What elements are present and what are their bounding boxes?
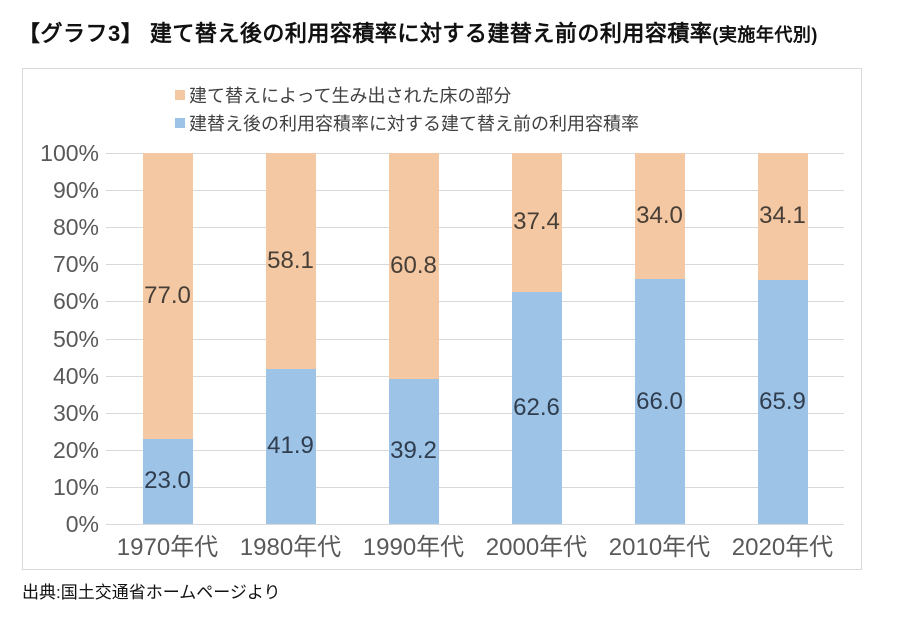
y-axis-tick-label: 40% [52, 362, 99, 389]
bar-value-label: 39.2 [390, 437, 437, 465]
gridline [106, 375, 844, 377]
gridline [106, 190, 844, 192]
gridline [106, 486, 844, 488]
legend-item: 建替え後の利用容積率に対する建て替え前の利用容積率 [175, 109, 639, 137]
y-axis-tick-label: 10% [52, 473, 99, 500]
x-axis-category-label: 2020年代 [731, 534, 834, 561]
y-axis-tick-label: 50% [52, 325, 99, 352]
y-axis-tick-label: 80% [52, 214, 99, 241]
bar-segment-created-floor [265, 153, 316, 369]
bar-segment-before-ratio [388, 378, 439, 524]
gridline [106, 412, 844, 414]
page-title: 【グラフ3】 建て替え後の利用容積率に対する建替え前の利用容積率(実施年代別) [18, 16, 818, 48]
legend-swatch [175, 90, 185, 100]
y-axis-tick-label: 100% [40, 140, 99, 166]
bar-value-label: 34.0 [636, 202, 683, 230]
y-axis-tick-label: 70% [52, 251, 99, 278]
x-axis-category-label: 2000年代 [485, 534, 588, 561]
bar-value-label: 23.0 [144, 467, 191, 495]
x-axis-category-label: 1970年代 [116, 534, 219, 561]
y-axis-tick-label: 90% [52, 177, 99, 204]
chart-legend: 建て替えによって生み出された床の部分建替え後の利用容積率に対する建て替え前の利用… [175, 81, 639, 137]
gridline [106, 338, 844, 340]
bar-segment-before-ratio [634, 279, 685, 524]
x-axis-category-label: 2010年代 [608, 534, 711, 561]
gridline [106, 227, 844, 229]
bar-segment-before-ratio [265, 368, 316, 524]
bar-segment-created-floor [388, 153, 439, 379]
bar-segment-created-floor [142, 153, 193, 439]
legend-label: 建て替えによって生み出された床の部分 [189, 86, 512, 106]
bar-segment-before-ratio [142, 438, 193, 524]
y-axis-tick-label: 20% [52, 436, 99, 463]
gridline [106, 264, 844, 266]
gridline [106, 301, 844, 303]
chart: 建て替えによって生み出された床の部分建替え後の利用容積率に対する建て替え前の利用… [22, 68, 862, 570]
bar-value-label: 60.8 [390, 251, 437, 279]
bar-value-label: 62.6 [513, 393, 560, 421]
y-axis-tick-label: 30% [52, 399, 99, 426]
bar-value-label: 58.1 [267, 246, 314, 274]
title-main: 建て替え後の利用容積率に対する建替え前の利用容積率 [143, 21, 713, 46]
bar-segment-created-floor [634, 153, 685, 280]
bar-value-label: 66.0 [636, 387, 683, 415]
bar-segment-created-floor [511, 153, 562, 292]
bar-segment-before-ratio [757, 279, 808, 524]
legend-item: 建て替えによって生み出された床の部分 [175, 81, 639, 109]
legend-swatch [175, 118, 185, 128]
bar-value-label: 37.4 [513, 208, 560, 236]
y-axis-tick-label: 0% [65, 511, 99, 537]
source-note: 出典:国土交通省ホームページより [22, 583, 281, 602]
legend-label: 建替え後の利用容積率に対する建て替え前の利用容積率 [189, 114, 639, 134]
x-axis-category-label: 1990年代 [362, 534, 465, 561]
bar-value-label: 65.9 [759, 387, 806, 415]
title-suffix: (実施年代別) [712, 25, 818, 45]
bar-segment-created-floor [757, 153, 808, 280]
bar-value-label: 41.9 [267, 432, 314, 460]
bar-value-label: 77.0 [144, 281, 191, 309]
title-prefix: 【グラフ3】 [18, 21, 144, 46]
gridline [106, 449, 844, 451]
x-axis-category-label: 1980年代 [239, 534, 342, 561]
bar-value-label: 34.1 [759, 202, 806, 230]
plot-area: 100% 90% 80% 70% 60% 50% 40% 30% 20% 10% 0% 23.0 77.… [23, 69, 861, 569]
bar-segment-before-ratio [511, 291, 562, 524]
y-axis-tick-label: 60% [52, 288, 99, 315]
gridline [106, 524, 844, 525]
gridline [106, 153, 844, 154]
